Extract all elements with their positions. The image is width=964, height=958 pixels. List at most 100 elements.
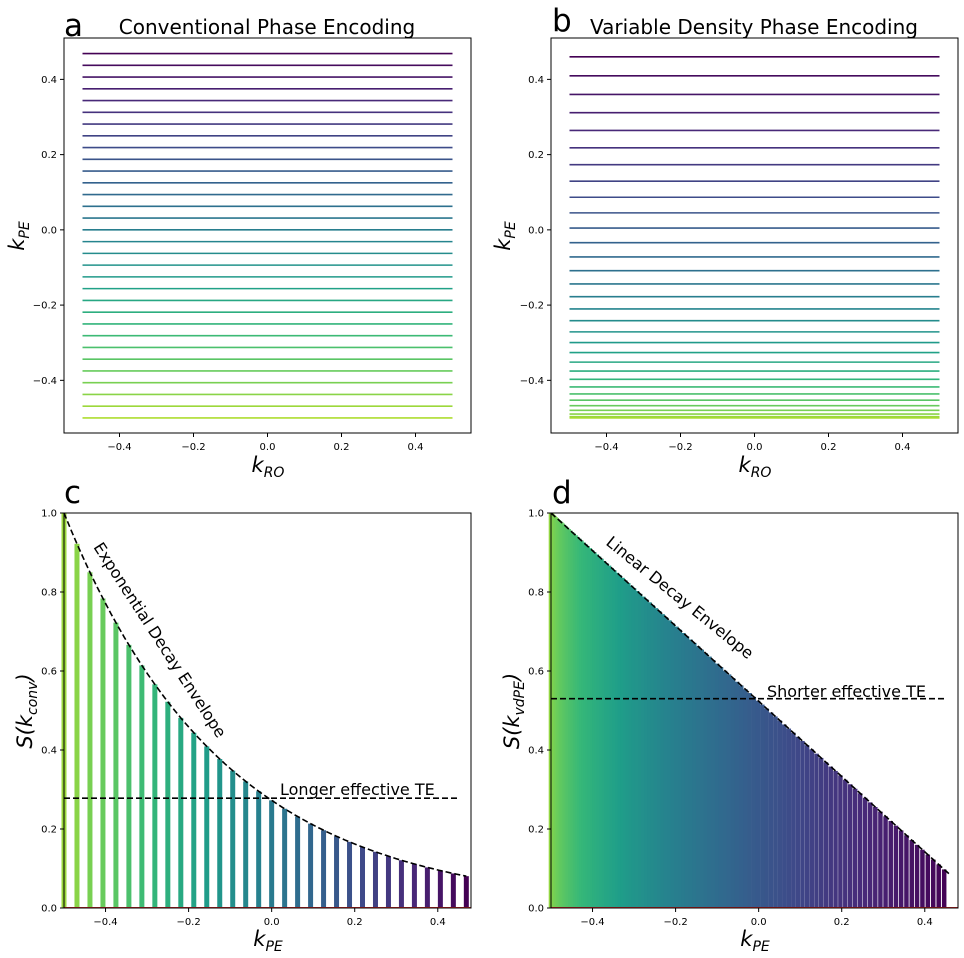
y-tick-label: −0.4	[520, 376, 544, 387]
signal-bar	[126, 644, 132, 908]
panel-d-y-label: S(kvdPE)	[500, 673, 528, 749]
signal-bar	[814, 753, 819, 908]
signal-bar	[734, 681, 740, 908]
signal-bar	[631, 588, 637, 908]
signal-bar	[800, 740, 805, 908]
panel-c-x-ticks: −0.4 −0.2 0.0 0.2 0.4	[93, 908, 446, 928]
y-tick-label: −0.4	[33, 376, 57, 387]
x-tick-label: 0.2	[347, 917, 363, 928]
signal-bar	[930, 859, 936, 908]
panel-a-title: Conventional Phase Encoding	[119, 15, 415, 39]
signal-bar	[699, 649, 704, 908]
signal-bar	[730, 678, 736, 908]
y-tick-label: 0.2	[41, 150, 57, 161]
signal-bar	[139, 665, 145, 908]
signal-bar	[360, 847, 366, 908]
signal-bar	[688, 639, 693, 908]
signal-bar	[843, 779, 848, 908]
panel-c-y-ticks: 0.0 0.2 0.4 0.6 0.8 1.0	[41, 509, 64, 915]
panel-d-y-ticks: 0.0 0.2 0.4 0.6 0.8 1.0	[528, 509, 551, 915]
signal-bar	[857, 793, 863, 908]
signal-bar	[657, 611, 662, 908]
panel-d-frame	[550, 512, 959, 909]
panel-d-bars	[548, 513, 958, 908]
signal-bar	[243, 781, 249, 908]
signal-bar	[647, 602, 652, 908]
signal-bar	[904, 835, 909, 908]
signal-bar	[936, 864, 941, 908]
panel-d-te-label: Shorter effective TE	[767, 682, 926, 701]
signal-bar	[599, 558, 604, 908]
panel-letter-a: a	[64, 8, 83, 44]
panel-a-x-label: kRO	[252, 453, 285, 481]
signal-bar	[726, 674, 732, 908]
signal-bar	[321, 830, 327, 908]
signal-bar	[594, 554, 599, 908]
x-tick-label: 0.0	[747, 442, 763, 453]
x-tick-label: −0.4	[580, 917, 604, 928]
signal-bar	[747, 693, 752, 908]
signal-bar	[777, 720, 783, 908]
signal-bar	[681, 632, 686, 908]
panel-d-x-label: kPE	[740, 927, 770, 955]
signal-bar	[760, 704, 765, 908]
signal-bar	[888, 820, 893, 908]
x-tick-label: −0.4	[93, 917, 117, 928]
signal-bar	[625, 582, 631, 908]
signal-bar	[113, 622, 119, 908]
y-tick-label: 0.2	[528, 825, 544, 836]
signal-bar	[152, 684, 158, 908]
panel-c-x-label: kPE	[253, 927, 283, 955]
x-tick-label: −0.2	[176, 917, 200, 928]
signal-bar	[695, 646, 701, 908]
signal-bar	[653, 608, 659, 908]
signal-bar	[795, 736, 801, 908]
signal-bar	[893, 825, 899, 908]
signal-bar	[782, 724, 787, 908]
signal-bar	[269, 800, 275, 908]
panel-b: b Variable Density Phase Encoding −0.4 −0…	[491, 3, 959, 481]
signal-bar	[670, 623, 676, 908]
signal-bar	[450, 873, 456, 908]
signal-bar	[74, 543, 80, 908]
signal-bar	[606, 565, 612, 908]
signal-bar	[437, 870, 443, 908]
signal-bar	[609, 567, 614, 908]
panel-d: d Linear Decay Envelope Shorter effectiv…	[500, 475, 959, 955]
panel-a-y-label: kPE	[5, 221, 33, 251]
signal-bar	[878, 811, 883, 908]
signal-bar	[637, 593, 643, 908]
panel-b-y-ticks: −0.4 −0.2 0.0 0.2 0.4	[520, 75, 551, 387]
x-tick-label: 0.4	[917, 917, 933, 928]
panel-letter-b: b	[552, 3, 572, 39]
panel-a-lines	[82, 52, 453, 419]
panel-b-x-ticks: −0.4 −0.2 0.0 0.2 0.4	[594, 433, 910, 453]
signal-bar	[617, 575, 622, 908]
panel-a-y-ticks: −0.4 −0.2 0.0 0.2 0.4	[33, 75, 64, 387]
signal-bar	[703, 653, 708, 908]
signal-bar	[823, 762, 829, 908]
signal-bar	[614, 572, 620, 908]
x-tick-label: 0.4	[408, 442, 424, 453]
y-tick-label: −0.2	[520, 301, 544, 312]
y-tick-label: 0.8	[528, 588, 544, 599]
y-tick-label: 0.0	[41, 904, 57, 915]
signal-bar	[601, 560, 607, 908]
x-tick-label: −0.4	[594, 442, 618, 453]
panel-c-envelope	[63, 512, 467, 877]
signal-bar	[596, 556, 602, 908]
signal-bar	[640, 596, 646, 908]
y-tick-label: 0.0	[528, 225, 544, 236]
x-tick-label: 0.4	[430, 917, 446, 928]
x-tick-label: 0.2	[821, 442, 837, 453]
y-tick-label: 1.0	[41, 509, 57, 520]
y-tick-label: 0.4	[41, 746, 57, 757]
signal-bar	[372, 851, 378, 908]
signal-bar	[768, 712, 774, 908]
signal-bar	[838, 775, 843, 908]
panel-a: a Conventional Phase Encoding −0.4 −0.2 0.…	[5, 8, 472, 481]
signal-bar	[804, 745, 810, 908]
y-tick-label: 0.2	[41, 825, 57, 836]
signal-bar	[920, 849, 925, 908]
signal-bar	[898, 830, 904, 908]
